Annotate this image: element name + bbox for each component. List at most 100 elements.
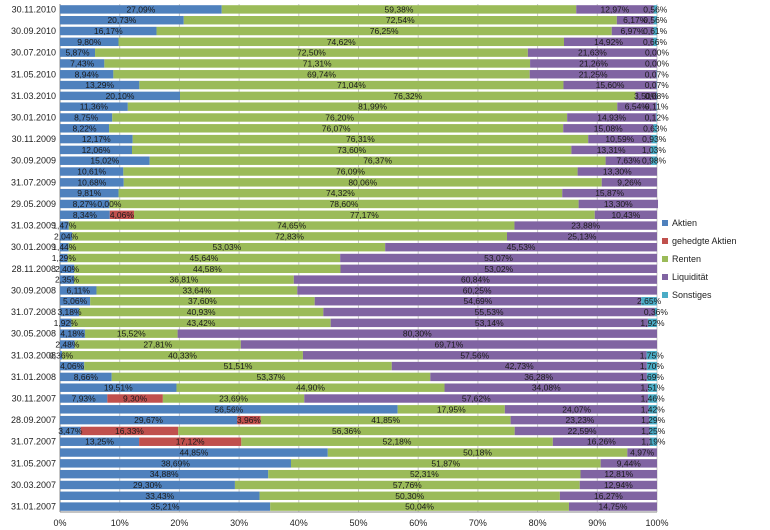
data-label: 37,60% <box>188 296 217 306</box>
bar-segment-3 <box>627 448 657 457</box>
bar-segment-2 <box>62 351 303 360</box>
data-label: 53,02% <box>484 264 513 274</box>
bar-segment-4 <box>646 351 657 360</box>
bar-segment-0 <box>60 469 269 479</box>
data-label: 0,98% <box>642 156 667 166</box>
bar-segment-0 <box>60 102 128 111</box>
data-label: 13,30% <box>603 167 632 177</box>
bar-segment-0 <box>60 80 140 90</box>
legend-label: Sonstiges <box>672 290 712 300</box>
bar-segment-2 <box>176 383 445 392</box>
data-label: 41,85% <box>371 415 400 425</box>
y-category-label: 30.01.2009 <box>11 242 56 252</box>
bar-segment-0 <box>60 37 119 47</box>
bar-segment-3 <box>594 210 657 219</box>
data-label: 0,07% <box>645 80 670 90</box>
bar-segment-4 <box>650 145 657 155</box>
bar-segment-3 <box>302 351 647 360</box>
y-category-label: 31.05.2007 <box>11 458 56 468</box>
y-category-label: 30.01.2010 <box>11 112 56 122</box>
data-label: 76,32% <box>393 91 422 101</box>
bar-segment-3 <box>576 5 654 14</box>
bar-segment-4 <box>647 383 657 392</box>
y-category-label: 28.11.2008 <box>12 264 56 274</box>
bar-segment-1 <box>80 426 179 436</box>
data-label: 50,04% <box>405 502 434 512</box>
data-label: 21,25% <box>579 69 608 79</box>
bar-segment-2 <box>96 286 298 295</box>
bar-segment-0 <box>60 70 114 79</box>
data-label: 60,84% <box>461 275 490 285</box>
data-label: 72,54% <box>386 15 415 25</box>
bar-segment-4 <box>651 134 657 144</box>
bar-segment-3 <box>240 340 657 349</box>
data-label: 35,21% <box>151 502 180 512</box>
data-label: 1,92% <box>640 318 665 328</box>
data-label: 0,66% <box>643 37 668 47</box>
data-label: 12,94% <box>604 480 633 490</box>
data-label: 50,18% <box>463 448 492 458</box>
bar-segment-3 <box>605 156 652 165</box>
data-label: 40,93% <box>187 307 216 317</box>
bar-segment-2 <box>71 318 331 328</box>
data-label: 56,36% <box>332 426 361 436</box>
data-label: 0,61% <box>643 26 668 36</box>
data-label: 76,09% <box>336 167 365 177</box>
y-category-label: 30.05.2008 <box>11 329 56 339</box>
bar-segment-3 <box>506 232 657 241</box>
data-label: 14,75% <box>599 502 628 512</box>
bar-segment-2 <box>127 102 618 111</box>
data-label: 12,06% <box>82 145 111 155</box>
data-label: 29,67% <box>134 415 163 425</box>
data-label: 59,38% <box>385 4 414 14</box>
bar-segment-2 <box>68 242 386 252</box>
bar-segment-2 <box>72 232 507 241</box>
data-label: 1,44% <box>52 242 77 252</box>
bar-segment-4 <box>648 394 657 403</box>
data-label: 12,97% <box>601 4 630 14</box>
data-label: 1,29% <box>52 253 77 263</box>
bar-segment-3 <box>323 307 655 317</box>
bar-segment-0 <box>60 178 124 187</box>
legend: Aktien gehedgte Aktien Renten Liquidität Son… <box>662 218 737 300</box>
bar-segment-2 <box>179 91 636 101</box>
bar-segment-2 <box>178 426 515 436</box>
bar-segment-0 <box>60 167 124 176</box>
bar-segment-2 <box>109 199 579 209</box>
data-label: 8,22% <box>72 123 97 133</box>
bar-segment-4 <box>653 37 657 47</box>
y-category-label: 31.03.2010 <box>11 91 56 101</box>
bar-segment-2 <box>259 491 560 501</box>
data-label: 24,07% <box>562 404 591 414</box>
bar-segment-4 <box>648 405 657 414</box>
data-label: 7,43% <box>70 58 95 68</box>
bar-segment-0 <box>60 48 96 57</box>
legend-label: Aktien <box>672 218 697 228</box>
data-label: 0,56% <box>643 4 668 14</box>
data-label: 0,00% <box>645 58 670 68</box>
data-label: 0,93% <box>642 134 667 144</box>
bar-segment-3 <box>430 372 647 382</box>
data-label: 57,62% <box>462 394 491 404</box>
bar-segment-3 <box>304 394 649 403</box>
data-label: 7,63% <box>616 156 641 166</box>
data-label: 6,54% <box>625 102 650 112</box>
data-label: 9,30% <box>123 394 148 404</box>
bar-segment-3 <box>385 242 657 252</box>
bar-segment-4 <box>647 318 657 328</box>
data-label: 7,93% <box>72 394 97 404</box>
bar-segment-0 <box>60 15 184 25</box>
data-label: 80,30% <box>403 329 432 339</box>
data-label: 14,93% <box>597 112 626 122</box>
bar-segment-0 <box>60 405 398 414</box>
data-label: 2,40% <box>55 264 80 274</box>
bar-segment-4 <box>653 124 657 133</box>
data-label: 23,23% <box>566 415 595 425</box>
data-label: 56,56% <box>214 404 243 414</box>
bar-segment-1 <box>139 437 242 446</box>
bar-segment-3 <box>617 102 657 111</box>
bar-segment-2 <box>234 480 580 490</box>
data-label: 80,06% <box>348 177 377 187</box>
bar-segment-2 <box>118 188 563 198</box>
data-label: 1,75% <box>640 350 665 360</box>
